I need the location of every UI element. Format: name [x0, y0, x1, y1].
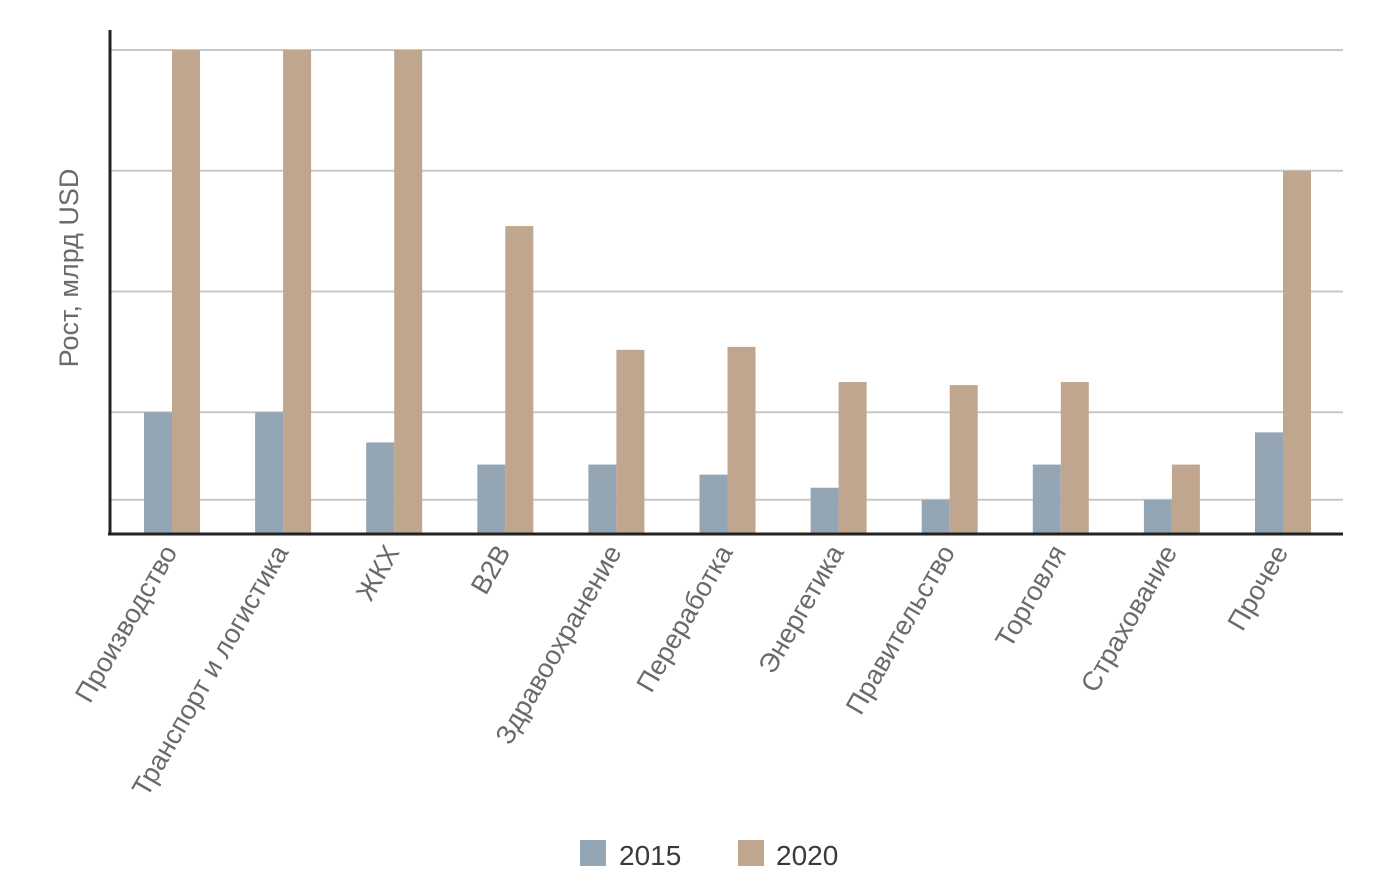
category-label-9: Страхование: [1075, 540, 1183, 697]
y-axis-title: Рост, млрд USD: [54, 169, 84, 368]
bar-2020-6: [838, 382, 867, 533]
bar-2020-10: [1283, 170, 1311, 533]
bar-2015-0: [144, 412, 172, 533]
bar-2015-3: [477, 464, 506, 533]
bar-2020-8: [1060, 382, 1089, 533]
legend-label-2020: 2020: [776, 840, 838, 871]
bar-2015-8: [1032, 464, 1061, 533]
bar-2015-7: [921, 499, 950, 533]
category-label-2: ЖКХ: [350, 540, 405, 606]
bar-2015-6: [810, 487, 839, 533]
legend-label-2015: 2015: [619, 840, 681, 871]
category-label-5: Переработка: [631, 539, 740, 697]
bar-2015-10: [1255, 432, 1283, 533]
category-label-10: Прочее: [1222, 540, 1294, 635]
legend-swatch-2015: [580, 840, 606, 866]
bars: [144, 50, 1311, 533]
category-label-0: Производство: [69, 540, 183, 707]
bar-2015-2: [366, 442, 395, 533]
bar-2015-9: [1143, 499, 1172, 533]
legend: 2015 2020: [580, 840, 838, 871]
bar-2020-5: [727, 346, 756, 533]
legend-swatch-2020: [738, 840, 764, 866]
category-label-6: Энергетика: [753, 539, 851, 678]
bar-2020-4: [616, 349, 645, 533]
category-label-8: Торговля: [990, 540, 1072, 653]
bar-2015-4: [588, 464, 617, 533]
bar-2015-1: [255, 412, 284, 533]
category-label-4: Здравоохранение: [489, 540, 627, 749]
bar-2020-9: [1171, 464, 1200, 533]
category-label-3: B2B: [465, 540, 517, 599]
bar-2020-7: [949, 385, 978, 533]
gridlines: [110, 49, 1343, 501]
bar-2020-1: [283, 50, 312, 533]
category-label-7: Правительство: [840, 540, 961, 719]
bar-2020-0: [172, 50, 200, 533]
bar-2015-5: [699, 474, 728, 533]
bar-2020-3: [505, 226, 534, 533]
bar-2020-2: [394, 50, 423, 533]
